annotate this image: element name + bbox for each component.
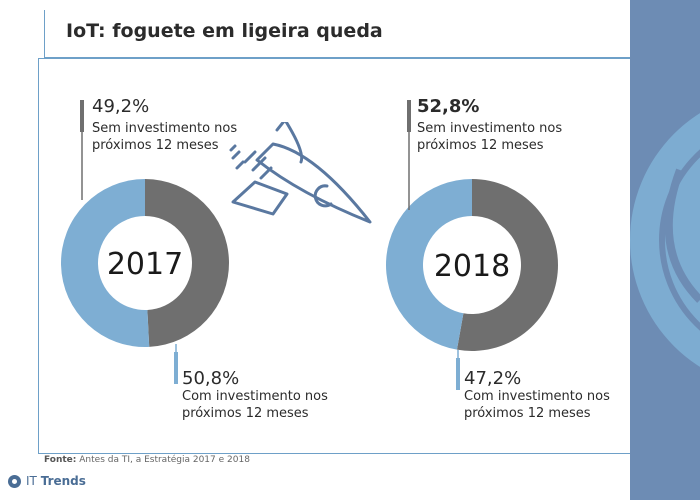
donut-charts: 2017 2018 (60, 132, 558, 358)
logo-text: IT Trends (26, 474, 86, 488)
it-trends-logo: IT Trends (8, 474, 86, 488)
center-label-2018: 2018 (434, 249, 510, 284)
slice-label-2018-com: Com investimento nos próximos 12 meses (464, 389, 610, 421)
sidebar-swirl-graphic (630, 113, 700, 367)
slice-label-2017-sem: Sem investimento nos próximos 12 meses (92, 121, 238, 153)
value-label-2017-com: 50,8% (182, 368, 240, 389)
center-label-2017: 2017 (107, 247, 183, 282)
rocket-icon (229, 122, 372, 224)
leader-mark-2018-sem (407, 100, 411, 132)
leader-mark-2017-com (174, 352, 178, 384)
donut-slice-2017-1 (60, 179, 150, 347)
value-label-2018-com: 47,2% (464, 368, 522, 389)
leader-mark-2017-sem (80, 100, 84, 132)
slice-label-2018-sem: Sem investimento nos próximos 12 meses (417, 121, 563, 153)
chart-frame (38, 58, 630, 454)
it-trends-logo-icon (8, 474, 21, 488)
slice-label-2017-com: Com investimento nos próximos 12 meses (182, 389, 328, 421)
leader-mark-2018-com (456, 358, 460, 390)
title-box (44, 10, 630, 58)
donut-slice-2017-0 (145, 179, 229, 347)
value-label-2017-sem: 49,2% (92, 96, 150, 117)
value-label-2018-sem: 52,8% (417, 96, 480, 117)
donut-slice-2018-0 (456, 179, 558, 351)
donut-slice-2018-1 (385, 179, 472, 350)
source-note: Fonte: Antes da TI, a Estratégia 2017 e … (44, 455, 250, 465)
decorative-sidebar (630, 0, 700, 500)
chart-title: IoT: foguete em ligeira queda (66, 20, 383, 42)
